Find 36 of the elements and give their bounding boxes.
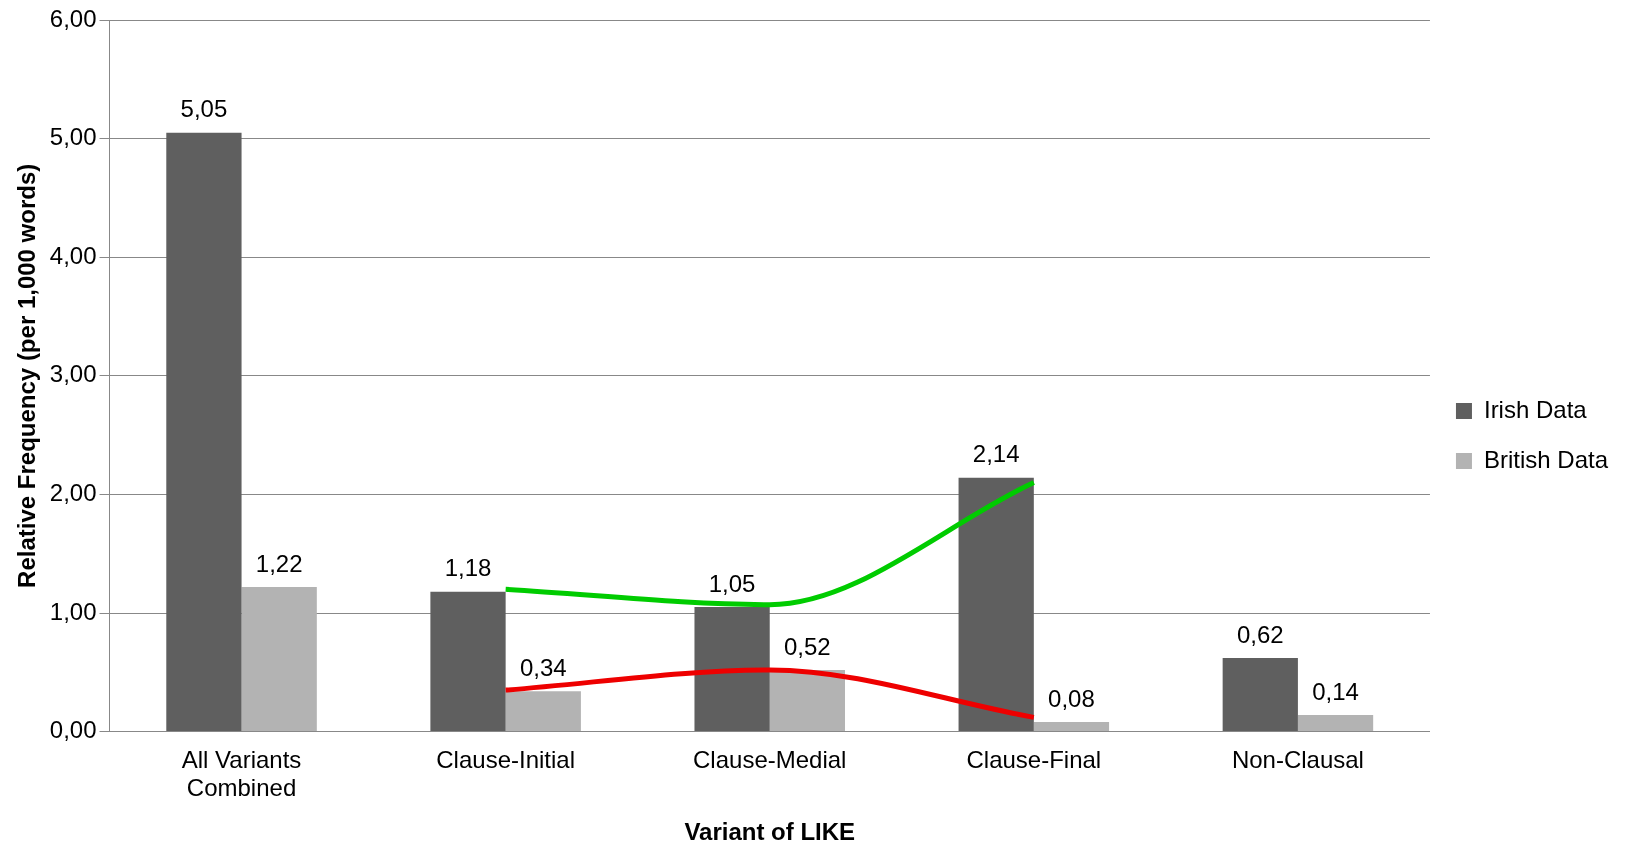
data-label: 1,22 bbox=[255, 549, 303, 577]
y-tick-label: 0,00 bbox=[49, 716, 97, 744]
y-tick-label: 5,00 bbox=[49, 123, 97, 151]
y-tick-label: 4,00 bbox=[49, 241, 97, 269]
y-tick-label: 2,00 bbox=[49, 479, 97, 507]
data-label: 0,34 bbox=[519, 653, 567, 681]
x-tick-label: Clause-Initial bbox=[436, 745, 576, 773]
legend-label: British Data bbox=[1483, 445, 1609, 473]
data-label: 0,14 bbox=[1312, 677, 1359, 705]
bar bbox=[769, 669, 845, 732]
x-axis-title: Variant of LIKE bbox=[684, 818, 856, 846]
data-label: 0,08 bbox=[1048, 684, 1095, 712]
bar bbox=[1222, 658, 1298, 732]
data-label: 5,05 bbox=[180, 95, 228, 123]
bar bbox=[1297, 715, 1374, 732]
data-label: 0,62 bbox=[1236, 620, 1284, 648]
y-axis-title: Relative Frequency (per 1,000 words) bbox=[13, 163, 41, 588]
x-tick-label: Clause-Medial bbox=[693, 745, 847, 773]
bar bbox=[241, 586, 317, 732]
legend-label: Irish Data bbox=[1483, 395, 1588, 423]
data-label: 0,52 bbox=[784, 632, 831, 660]
x-tick-label: Clause-Final bbox=[966, 745, 1102, 773]
data-label: 1,18 bbox=[444, 554, 492, 582]
bar bbox=[694, 607, 770, 732]
y-tick-label: 3,00 bbox=[49, 360, 97, 388]
y-tick-label: 6,00 bbox=[49, 4, 97, 32]
bar bbox=[505, 691, 581, 732]
y-tick-label: 1,00 bbox=[49, 597, 97, 625]
data-label: 1,05 bbox=[708, 569, 756, 597]
bar bbox=[1033, 722, 1110, 732]
x-tick-label: Non-Clausal bbox=[1231, 745, 1364, 773]
data-label: 2,14 bbox=[972, 440, 1020, 468]
bar bbox=[166, 132, 242, 732]
bar bbox=[958, 477, 1034, 732]
bar bbox=[430, 591, 506, 732]
x-tick-label: All Variants Combined bbox=[181, 745, 302, 802]
